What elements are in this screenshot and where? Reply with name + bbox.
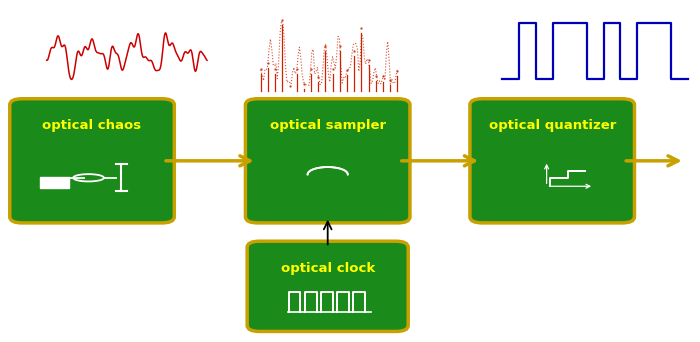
FancyBboxPatch shape	[247, 241, 408, 331]
Text: optical clock: optical clock	[281, 262, 374, 275]
FancyBboxPatch shape	[40, 177, 69, 188]
FancyBboxPatch shape	[10, 99, 174, 223]
FancyBboxPatch shape	[246, 99, 410, 223]
Text: optical sampler: optical sampler	[270, 119, 386, 132]
Text: optical quantizer: optical quantizer	[489, 119, 616, 132]
FancyBboxPatch shape	[470, 99, 634, 223]
Text: optical chaos: optical chaos	[43, 119, 141, 132]
